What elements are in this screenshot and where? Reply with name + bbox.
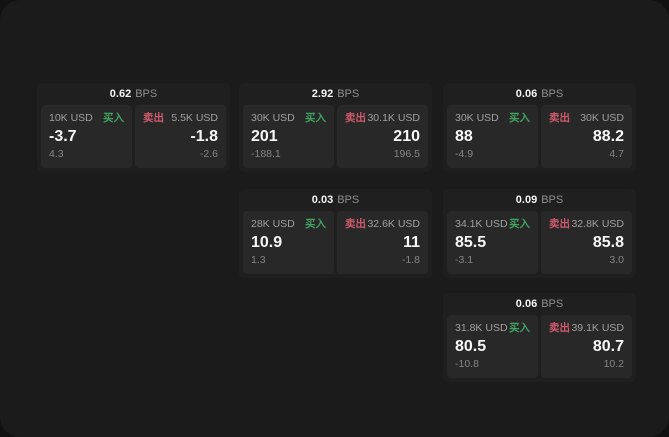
bps-header: 0.09 BPS [443,189,636,211]
buy-quote-tile[interactable]: 31.8K USD 买入 80.5 -10.8 [447,315,538,378]
bps-value: 0.62 [109,88,132,100]
sell-notional: 5.5K USD [171,112,218,124]
buy-notional: 10K USD [49,112,93,124]
buy-change: 1.3 [251,254,266,266]
sell-price: 80.7 [592,338,624,355]
buy-quote-tile[interactable]: 30K USD 买入 201 -188.1 [243,105,334,168]
buy-side-label: 买入 [509,112,530,124]
buy-quote-tile[interactable]: 28K USD 买入 10.9 1.3 [243,211,334,274]
bps-header: 0.62 BPS [37,83,230,105]
sell-change: -1.8 [401,254,420,266]
buy-notional: 30K USD [251,112,295,124]
bps-unit-label: BPS [337,88,360,100]
sell-price: 88.2 [592,128,624,145]
sell-quote-tile[interactable]: 卖出 5.5K USD -1.8 -2.6 [135,105,226,168]
quote-card: 2.92 BPS 30K USD 买入 201 -188.1 卖出 30.1K U… [239,83,432,172]
sell-notional: 30.1K USD [367,112,420,124]
bps-value: 0.09 [515,194,538,206]
buy-change: -188.1 [251,148,281,160]
quote-body: 28K USD 买入 10.9 1.3 卖出 32.6K USD 11 -1.8 [239,211,432,278]
buy-side-label: 买入 [509,218,530,230]
bps-header: 0.06 BPS [443,293,636,315]
quote-card: 0.09 BPS 34.1K USD 买入 85.5 -3.1 卖出 32.8K … [443,189,636,278]
quote-card: 0.03 BPS 28K USD 买入 10.9 1.3 卖出 32.6K USD… [239,189,432,278]
sell-quote-tile[interactable]: 卖出 30.1K USD 210 196.5 [337,105,428,168]
bps-header: 0.03 BPS [239,189,432,211]
bps-value: 0.06 [515,88,538,100]
quote-body: 34.1K USD 买入 85.5 -3.1 卖出 32.8K USD 85.8… [443,211,636,278]
buy-price: 88 [455,128,473,145]
sell-quote-tile[interactable]: 卖出 30K USD 88.2 4.7 [541,105,632,168]
buy-notional: 34.1K USD [455,218,508,230]
sell-side-label: 卖出 [345,112,366,124]
buy-notional: 30K USD [455,112,499,124]
sell-change: 10.2 [603,358,624,370]
sell-price: 11 [403,234,420,251]
sell-change: 196.5 [393,148,420,160]
sell-side-label: 卖出 [345,218,366,230]
sell-quote-tile[interactable]: 卖出 32.8K USD 85.8 3.0 [541,211,632,274]
buy-change: 4.3 [49,148,64,160]
buy-side-label: 买入 [103,112,124,124]
buy-price: 85.5 [455,234,487,251]
buy-price: 201 [251,128,278,145]
sell-notional: 39.1K USD [571,322,624,334]
quote-card: 0.06 BPS 30K USD 买入 88 -4.9 卖出 30K USD 88… [443,83,636,172]
bps-value: 0.03 [311,194,334,206]
buy-change: -10.8 [455,358,479,370]
sell-side-label: 卖出 [549,112,570,124]
buy-change: -4.9 [455,148,474,160]
buy-notional: 28K USD [251,218,295,230]
sell-quote-tile[interactable]: 卖出 32.6K USD 11 -1.8 [337,211,428,274]
quote-body: 30K USD 买入 201 -188.1 卖出 30.1K USD 210 1… [239,105,432,172]
buy-price: -3.7 [49,128,77,145]
quote-body: 31.8K USD 买入 80.5 -10.8 卖出 39.1K USD 80.… [443,315,636,382]
quote-card: 0.62 BPS 10K USD 买入 -3.7 4.3 卖出 5.5K USD … [37,83,230,172]
sell-price: 210 [393,128,420,145]
buy-notional: 31.8K USD [455,322,508,334]
sell-notional: 30K USD [580,112,624,124]
sell-price: 85.8 [592,234,624,251]
quote-card: 0.06 BPS 31.8K USD 买入 80.5 -10.8 卖出 39.1K… [443,293,636,382]
buy-side-label: 买入 [305,218,326,230]
buy-quote-tile[interactable]: 34.1K USD 买入 85.5 -3.1 [447,211,538,274]
bps-header: 0.06 BPS [443,83,636,105]
bps-value: 2.92 [311,88,334,100]
bps-unit-label: BPS [541,194,564,206]
bps-unit-label: BPS [541,88,564,100]
sell-side-label: 卖出 [549,218,570,230]
quote-body: 30K USD 买入 88 -4.9 卖出 30K USD 88.2 4.7 [443,105,636,172]
sell-side-label: 卖出 [549,322,570,334]
bps-unit-label: BPS [337,194,360,206]
bps-unit-label: BPS [135,88,158,100]
sell-change: -2.6 [199,148,218,160]
sell-notional: 32.6K USD [367,218,420,230]
sell-notional: 32.8K USD [571,218,624,230]
buy-change: -3.1 [455,254,474,266]
quote-body: 10K USD 买入 -3.7 4.3 卖出 5.5K USD -1.8 -2.… [37,105,230,172]
sell-price: -1.8 [190,128,218,145]
sell-change: 3.0 [609,254,624,266]
buy-price: 10.9 [251,234,283,251]
buy-price: 80.5 [455,338,487,355]
sell-change: 4.7 [609,148,624,160]
buy-quote-tile[interactable]: 30K USD 买入 88 -4.9 [447,105,538,168]
sell-side-label: 卖出 [143,112,164,124]
bps-unit-label: BPS [541,298,564,310]
buy-side-label: 买入 [509,322,530,334]
sell-quote-tile[interactable]: 卖出 39.1K USD 80.7 10.2 [541,315,632,378]
buy-quote-tile[interactable]: 10K USD 买入 -3.7 4.3 [41,105,132,168]
bps-header: 2.92 BPS [239,83,432,105]
bps-value: 0.06 [515,298,538,310]
buy-side-label: 买入 [305,112,326,124]
